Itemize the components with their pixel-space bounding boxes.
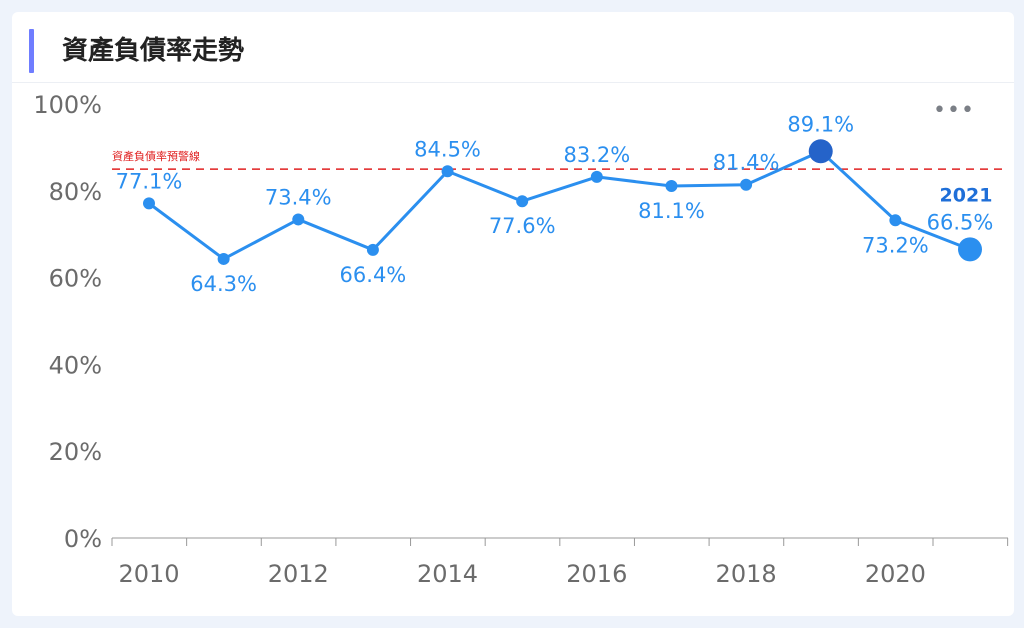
data-point-latest (958, 237, 982, 262)
data-label: 77.1% (116, 169, 183, 193)
y-tick-label: 0% (64, 525, 102, 553)
x-tick-label: 2020 (865, 560, 926, 588)
more-options-button[interactable]: ••• (933, 98, 975, 123)
data-label: 73.2% (862, 233, 929, 257)
x-tick-label: 2018 (716, 560, 777, 588)
data-label: 84.5% (414, 137, 481, 161)
data-point (441, 165, 454, 178)
y-axis: 0% 20% 40% 60% 80% 100% (33, 91, 102, 553)
data-point (889, 214, 902, 227)
data-point (366, 243, 379, 256)
warning-line-label: 資產負債率預警線 (112, 149, 200, 163)
highlight-year-label: 2021 (940, 184, 993, 206)
y-tick-label: 100% (33, 91, 102, 119)
data-label: 64.3% (190, 272, 257, 296)
data-label: 73.4% (265, 185, 332, 209)
chart-card: 資產負債率走勢 (12, 12, 1014, 616)
data-point (217, 252, 230, 265)
data-point (665, 180, 678, 193)
data-label: 81.1% (638, 199, 705, 223)
chart-title: 資產負債率走勢 (62, 36, 245, 66)
series-line (148, 149, 971, 261)
y-tick-label: 60% (49, 265, 102, 293)
data-labels: 77.1% 64.3% 73.4% 66.4% 84.5% 77.6% 83.2% 81.1%… (116, 112, 994, 296)
data-label: 66.4% (340, 263, 407, 287)
x-tick-label: 2014 (417, 560, 478, 588)
title-accent-bar (29, 29, 34, 73)
data-label: 89.1% (787, 112, 854, 136)
data-point-max (808, 139, 833, 164)
data-point (590, 170, 603, 183)
data-point (740, 178, 753, 191)
x-axis: 2010 2012 2014 2016 2018 2020 (111, 538, 1009, 588)
x-tick-label: 2012 (268, 560, 329, 588)
y-tick-label: 40% (49, 351, 102, 379)
data-label: 83.2% (563, 143, 630, 167)
data-point (516, 195, 529, 208)
x-tick-label: 2010 (118, 560, 179, 588)
data-label: 66.5% (927, 210, 994, 234)
y-tick-label: 20% (49, 438, 102, 466)
card-header: 資產負債率走勢 (12, 12, 1014, 83)
y-tick-label: 80% (49, 178, 102, 206)
x-tick-label: 2016 (566, 560, 627, 588)
data-point (292, 213, 305, 226)
data-label: 77.6% (489, 214, 556, 238)
data-points (143, 139, 982, 265)
data-point (143, 197, 155, 210)
data-label: 81.4% (713, 151, 780, 175)
